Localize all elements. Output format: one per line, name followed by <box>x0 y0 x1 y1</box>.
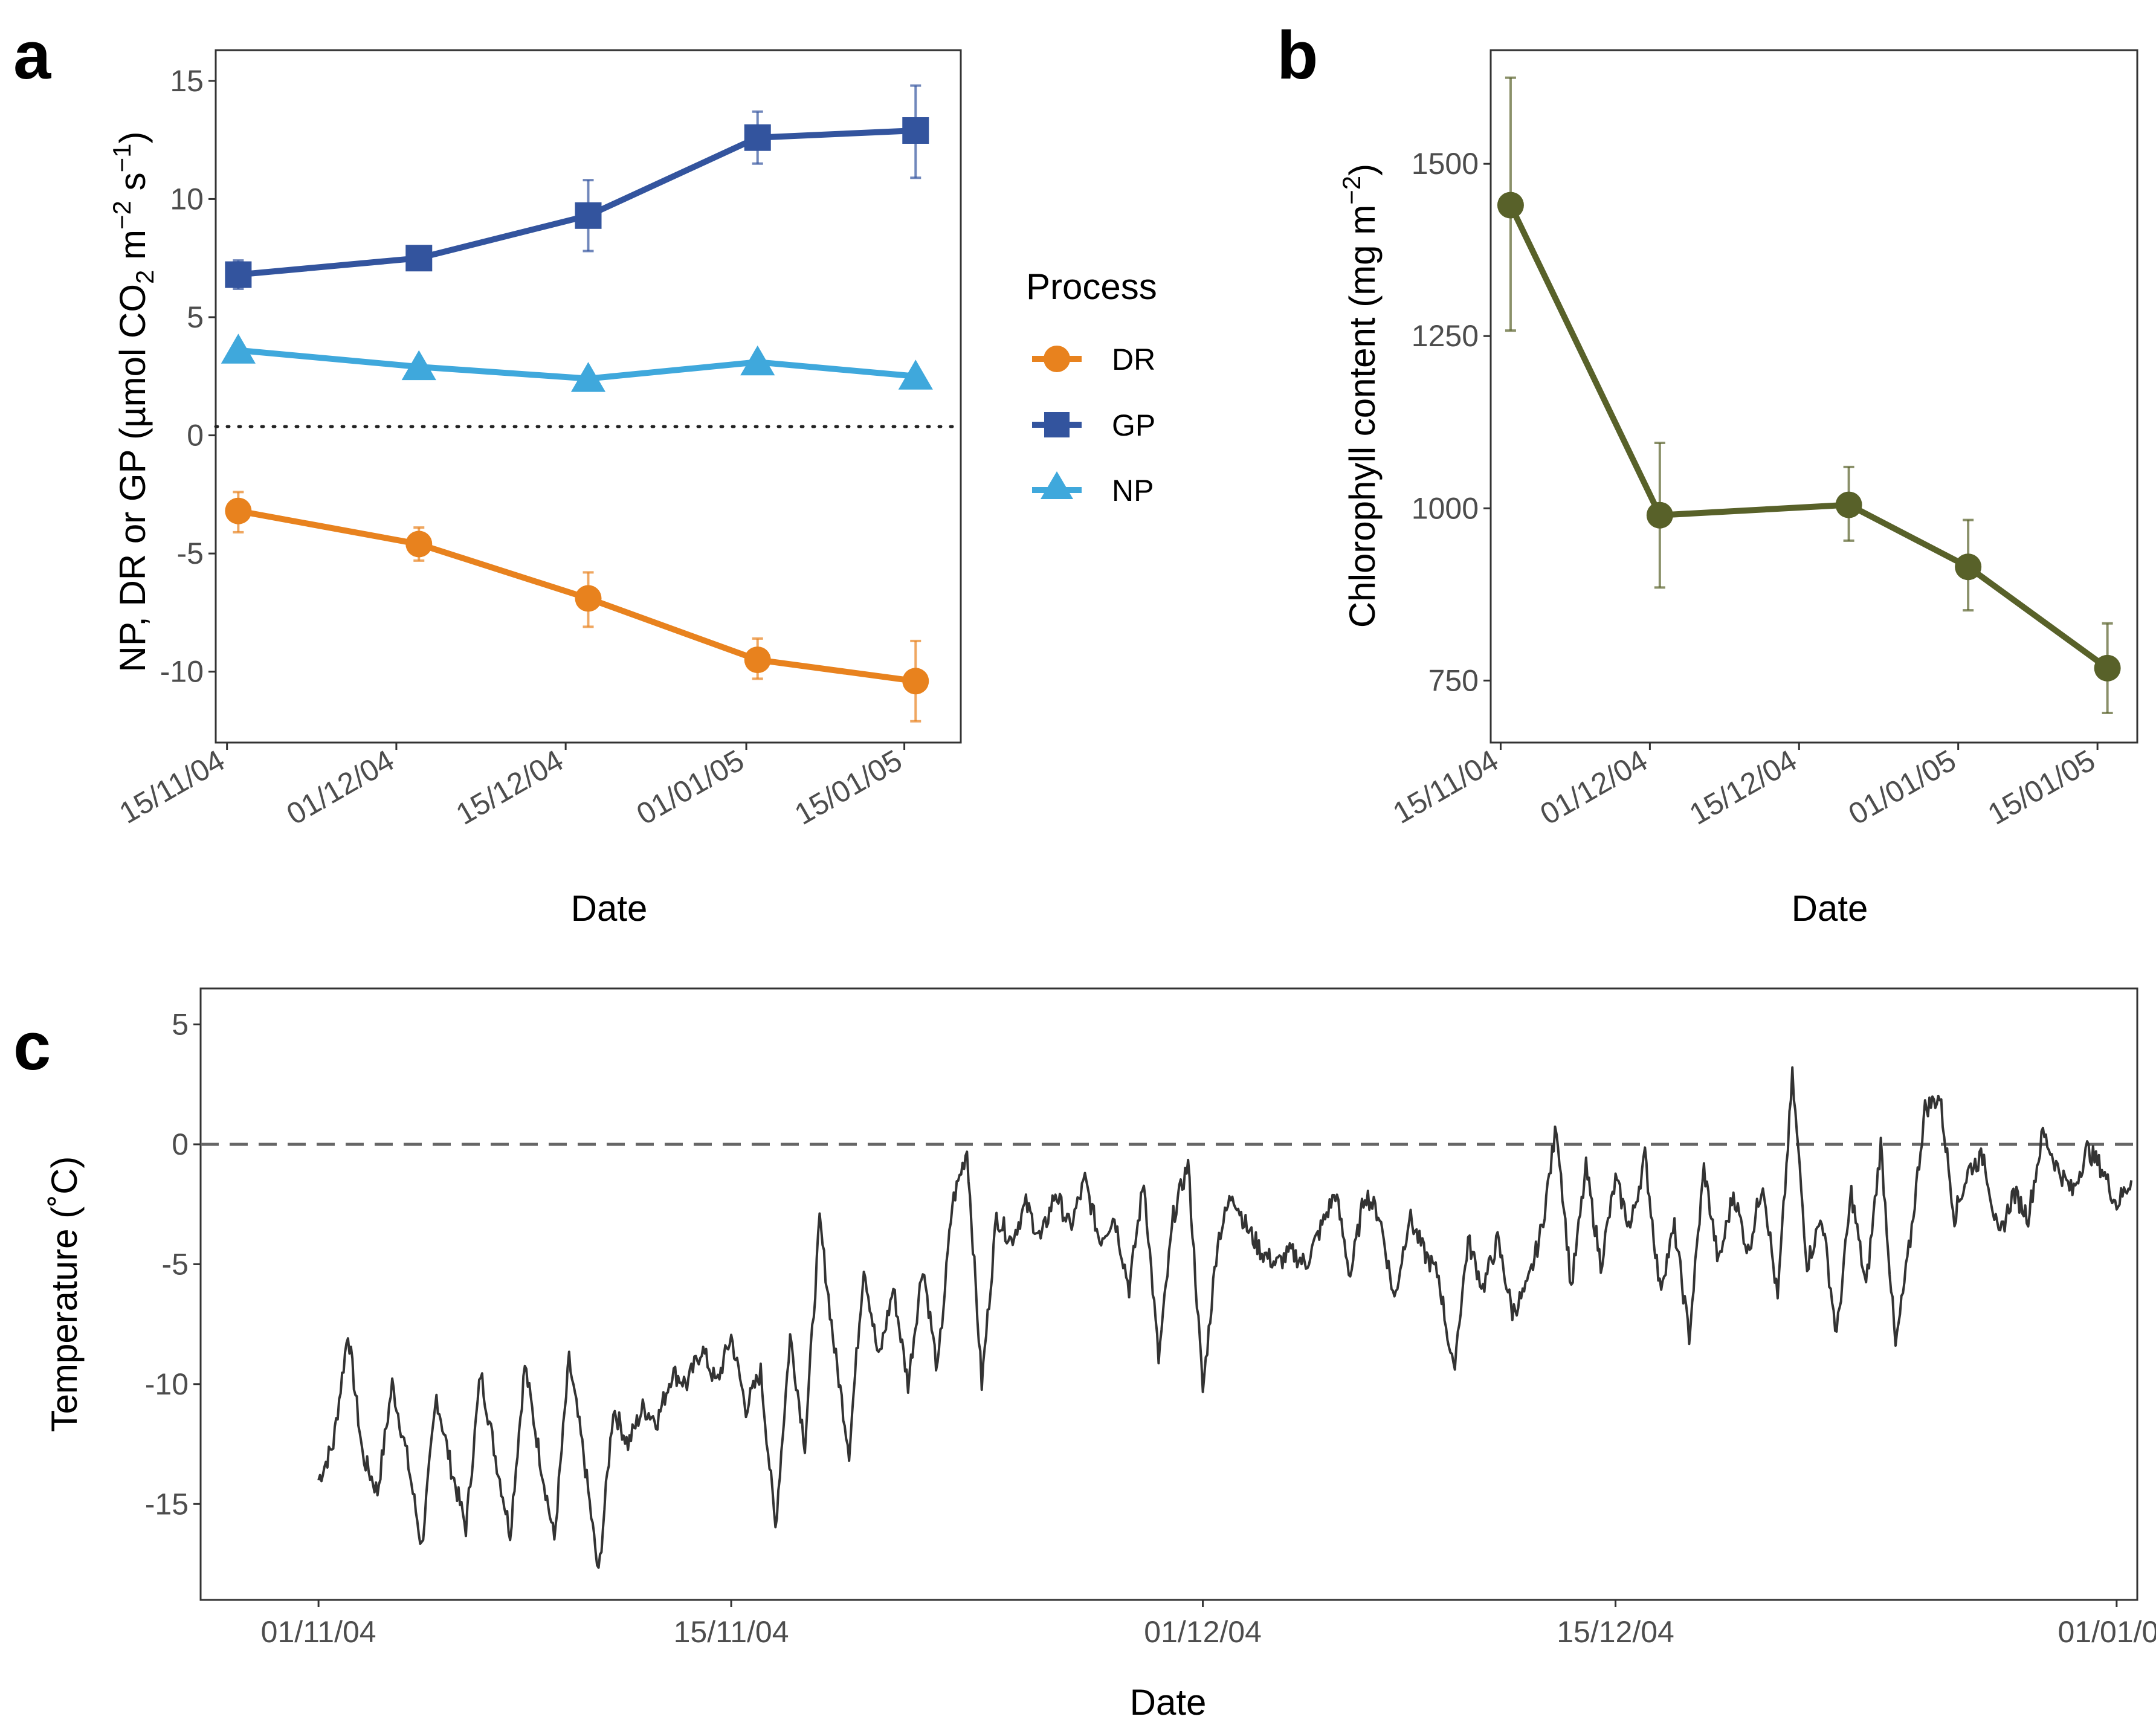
point-chlorophyll <box>1497 192 1524 219</box>
point-dr <box>575 585 602 612</box>
point-gp <box>225 261 252 288</box>
y-tick-label: 1000 <box>1412 491 1479 525</box>
y-tick-label: 5 <box>187 300 204 334</box>
x-tick-label: 01/01/05 <box>2058 1615 2156 1649</box>
y-tick-label: 0 <box>172 1127 189 1161</box>
panel-b-series <box>1497 76 2121 714</box>
panel-c-plot-border <box>199 987 2138 1601</box>
x-tick-label: 15/12/04 <box>1683 743 1803 831</box>
point-dr <box>902 668 929 695</box>
panel-b: b 1500 1250 1000 750 15/11/04 01/12/04 15/12/… <box>1277 18 2138 929</box>
x-tick-label: 15/12/04 <box>1557 1615 1674 1649</box>
y-tick-label: 1250 <box>1412 319 1479 353</box>
temperature-trace <box>317 1066 2133 1569</box>
legend-item-np: NP <box>1032 471 1154 508</box>
point-np <box>401 350 436 381</box>
point-np <box>221 334 256 364</box>
legend-title: Process <box>1026 266 1157 307</box>
x-tick-label: 15/01/05 <box>789 743 908 831</box>
point-chlorophyll <box>2094 654 2121 682</box>
y-tick-label: 0 <box>187 419 204 453</box>
point-chlorophyll <box>1955 553 1982 581</box>
panel-b-x-axis-title: Date <box>1792 888 1868 929</box>
panel-b-y-title-part1: Chlorophyll content (mg m <box>1342 205 1383 628</box>
panel-c-series <box>317 1066 2133 1569</box>
panel-label-b: b <box>1277 18 1318 93</box>
panel-b-y-title-part2: ) <box>1342 164 1383 176</box>
point-np <box>740 345 775 376</box>
legend-np-triangle-icon <box>1041 471 1073 499</box>
point-dr <box>744 646 771 674</box>
legend-dr-label: DR <box>1112 343 1155 376</box>
y-tick-label: -10 <box>160 655 204 689</box>
panel-c-y-ticks: 5 0 -5 -10 -15 <box>145 1008 201 1521</box>
y-tick-label: -5 <box>177 537 204 570</box>
panel-b-y-title-sup: −2 <box>1337 176 1366 205</box>
y-tick-label: 1500 <box>1412 147 1479 181</box>
panel-b-y-ticks: 1500 1250 1000 750 <box>1412 147 1491 697</box>
panel-a-y-title-sub2: 2 <box>131 270 159 284</box>
panel-a: a 15 10 5 0 -5 -10 15/11/04 01/12/04 15/12/04 01… <box>13 18 1157 929</box>
x-tick-label: 15/11/04 <box>1387 743 1504 830</box>
panel-a-y-title-sup-s1: −1 <box>108 144 136 173</box>
point-np <box>570 362 606 392</box>
point-gp <box>575 202 602 229</box>
x-tick-label: 01/01/05 <box>1843 743 1962 831</box>
panel-a-x-axis-title: Date <box>571 888 648 929</box>
point-gp <box>405 245 433 272</box>
panel-a-y-title-sup-m2: −2 <box>108 201 136 230</box>
y-tick-label: -15 <box>145 1487 189 1521</box>
y-tick-label: 15 <box>170 64 204 98</box>
x-tick-label: 01/12/04 <box>1534 743 1653 831</box>
point-chlorophyll <box>1646 501 1673 529</box>
x-tick-label: 15/11/04 <box>674 1615 789 1649</box>
panel-a-y-title-part3: s <box>112 172 153 201</box>
panel-a-y-title-part1: NP, DR or GP (µmol CO <box>112 284 153 672</box>
legend-gp-label: GP <box>1112 408 1155 442</box>
x-tick-label: 15/11/04 <box>114 743 230 830</box>
panel-a-y-axis-title: NP, DR or GP (µmol CO2 m−2 s−1) <box>108 132 159 672</box>
y-tick-label: -10 <box>145 1367 189 1401</box>
panel-a-y-title-part4: ) <box>112 132 153 144</box>
point-gp <box>744 124 771 151</box>
panel-a-plot-border <box>215 49 962 744</box>
x-tick-label: 01/12/04 <box>1144 1615 1262 1649</box>
legend-dr-circle-icon <box>1044 346 1070 372</box>
legend-gp-square-icon <box>1044 412 1070 437</box>
panel-b-plot-border <box>1490 49 2138 744</box>
x-tick-label: 01/01/05 <box>631 743 750 831</box>
legend-item-dr: DR <box>1032 343 1155 376</box>
panel-c-y-axis-title: Temperature (˚C) <box>44 1156 85 1433</box>
x-tick-label: 15/12/04 <box>450 743 569 831</box>
point-dr <box>405 530 433 558</box>
x-tick-label: 01/11/04 <box>261 1615 376 1649</box>
panel-a-legend: Process DR GP NP <box>1026 266 1157 508</box>
panel-c-x-axis-title: Date <box>1130 1682 1207 1723</box>
panel-a-series <box>221 84 933 723</box>
point-dr <box>225 497 252 524</box>
point-gp <box>902 117 929 144</box>
panel-c-x-ticks: 01/11/04 15/11/04 01/12/04 15/12/04 01/01/05 <box>261 1600 2156 1649</box>
y-tick-label: -5 <box>162 1247 189 1281</box>
panel-label-a: a <box>13 18 51 93</box>
panel-b-x-ticks: 15/11/04 01/12/04 15/12/04 01/01/05 15/01/05 <box>1387 743 2101 831</box>
x-tick-label: 01/12/04 <box>281 743 400 831</box>
panel-c: c 5 0 -5 -10 -15 01/11/04 15/11/04 01/12/04 15/… <box>13 987 2156 1723</box>
panel-a-y-title-part2: m <box>112 230 153 270</box>
panel-b-y-axis-title: Chlorophyll content (mg m−2) <box>1337 164 1383 628</box>
panel-label-c: c <box>13 1008 51 1084</box>
point-chlorophyll <box>1835 491 1862 518</box>
y-tick-label: 10 <box>170 182 204 216</box>
legend-item-gp: GP <box>1032 408 1155 442</box>
panel-a-x-ticks: 15/11/04 01/12/04 15/12/04 01/01/05 15/01/05 <box>114 743 908 831</box>
x-tick-label: 15/01/05 <box>1982 743 2101 831</box>
y-tick-label: 5 <box>172 1008 189 1042</box>
legend-np-label: NP <box>1112 474 1154 508</box>
y-tick-label: 750 <box>1428 663 1479 697</box>
point-np <box>898 359 933 390</box>
panel-a-y-ticks: 15 10 5 0 -5 -10 <box>160 64 216 689</box>
